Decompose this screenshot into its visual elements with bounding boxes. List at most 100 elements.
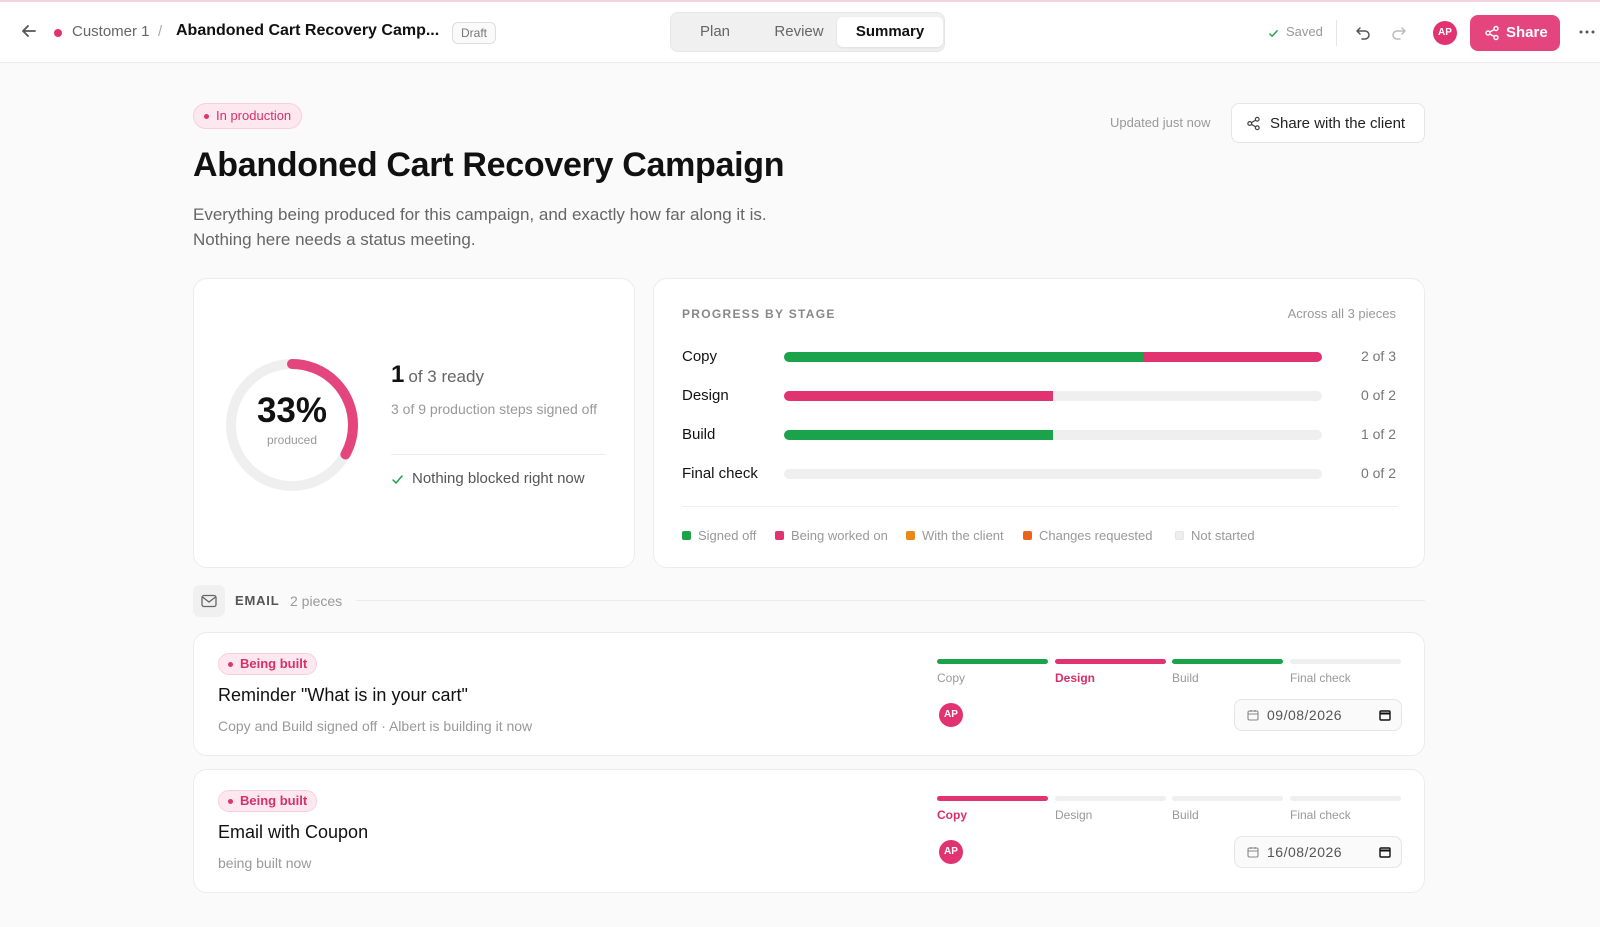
stage-bar-copy [784,352,1322,362]
share-button[interactable]: Share [1470,15,1560,51]
due-date-input[interactable]: 16/08/2026 [1234,836,1402,868]
stage-progress-bar [1172,659,1283,664]
page-title: Abandoned Cart Recovery Campaign [193,146,785,184]
share-icon [1247,116,1260,131]
piece-card[interactable]: Being built Reminder "What is in your ca… [193,632,1425,756]
steps-signed-off: 3 of 9 production steps signed off [391,401,597,417]
more-options-icon[interactable] [1578,23,1596,41]
stage-count: 0 of 2 [1360,387,1396,403]
stage-name: Build [682,426,716,443]
section-icon-box [193,585,225,617]
share-button-label: Share [1506,24,1548,41]
section-divider [356,600,1425,601]
assignee-avatar[interactable]: AP [939,840,963,864]
piece-subtitle: being built now [218,855,312,871]
description-line-1: Everything being produced for this campa… [193,205,767,224]
legend-swatch-not-started [1175,531,1184,540]
breadcrumb-separator: / [158,23,163,40]
progress-donut [226,359,358,491]
piece-title[interactable]: Reminder "What is in your cart" [218,685,468,705]
stage-label: Design [1055,671,1096,685]
tab-plan[interactable]: Plan [699,23,731,40]
user-avatar[interactable]: AP [1433,21,1457,45]
piece-title[interactable]: Email with Coupon [218,822,369,842]
stage-bar-final-check [784,469,1322,479]
status-badge: In production [193,103,303,129]
legend-swatch-being-worked-on [775,531,784,540]
saved-status: Saved [1286,24,1323,39]
ready-text: of 3 ready [408,367,484,386]
mail-icon [201,594,217,608]
stage-progress-bar [1055,659,1166,664]
legend-item: Being worked on [791,528,888,543]
stage-count: 2 of 3 [1360,348,1396,364]
piece-status-badge: Being built [218,653,318,675]
due-date-value: 09/08/2026 [1267,707,1343,723]
due-date-value: 16/08/2026 [1267,844,1343,860]
stage-segment-signed-off [784,352,1143,362]
stage-name: Copy [682,348,718,365]
percent-produced: 33% [256,391,328,430]
ready-summary: 1 of 3 ready [391,361,484,389]
legend-item: With the client [922,528,1004,543]
redo-icon[interactable] [1390,24,1408,42]
check-icon [1269,30,1278,37]
date-picker-icon[interactable] [1379,709,1391,721]
assignee-avatar[interactable]: AP [939,703,963,727]
share-with-client-label: Share with the client [1270,115,1406,132]
stage-name: Final check [682,465,758,482]
stage-progress-bar [1290,796,1401,801]
top-accent-line [0,0,1600,2]
tab-summary[interactable]: Summary [837,17,943,47]
check-icon [392,475,403,484]
stage-segment-being-worked-on [784,391,1053,401]
legend-swatch-with-client [906,531,915,540]
calendar-icon [1247,847,1259,858]
legend-item: Changes requested [1039,528,1153,543]
stage-progress-bar [937,796,1048,801]
legend-swatch-signed-off [682,531,691,540]
page-description: Everything being produced for this campa… [193,202,833,252]
legend-divider [682,506,1398,507]
stage-bar-design [784,391,1322,401]
ready-count: 1 [391,361,405,388]
stage-label: Copy [937,808,967,822]
stage-segment-signed-off [784,430,1053,440]
summary-divider [391,454,606,455]
progress-title: PROGRESS BY STAGE [682,307,836,321]
due-date-input[interactable]: 09/08/2026 [1234,699,1402,731]
view-tabs: Plan Review Summary [670,12,945,52]
section-label: EMAIL [235,593,280,608]
top-bar: Customer 1 / Abandoned Cart Recovery Cam… [0,2,1600,63]
stage-bar-build [784,430,1322,440]
piece-status-badge: Being built [218,790,318,812]
stage-count: 1 of 2 [1360,426,1396,442]
breadcrumb-current: Abandoned Cart Recovery Camp... [176,22,440,39]
back-arrow-icon[interactable] [18,20,40,42]
legend-item: Signed off [698,528,757,543]
share-with-client-button[interactable]: Share with the client [1231,103,1425,143]
stage-progress-bar [1290,659,1401,664]
breadcrumb-parent[interactable]: Customer 1 [72,23,150,40]
stage-progress-bar [937,659,1048,664]
stage-segment-being-worked-on [1142,352,1322,362]
stage-progress-bar [1055,796,1166,801]
stage-progress-bar [1172,796,1283,801]
legend-swatch-changes-requested [1023,531,1032,540]
calendar-icon [1247,710,1259,721]
stage-count: 0 of 2 [1360,465,1396,481]
stage-label: Build [1172,671,1199,685]
progress-by-stage-card: PROGRESS BY STAGE Across all 3 pieces Co… [653,278,1425,568]
draft-badge: Draft [452,22,497,44]
tab-review[interactable]: Review [774,23,824,40]
stage-label: Build [1172,808,1199,822]
stage-label: Final check [1290,671,1351,685]
date-picker-icon[interactable] [1379,846,1391,858]
customer-color-dot [54,29,62,37]
piece-card[interactable]: Being built Email with Coupon being buil… [193,769,1425,893]
stage-name: Design [682,387,729,404]
summary-card: 33% produced 1 of 3 ready 3 of 9 producti… [193,278,635,568]
blocked-status: Nothing blocked right now [412,470,585,487]
description-line-2: Nothing here needs a status meeting. [193,230,476,249]
undo-icon[interactable] [1354,24,1372,42]
